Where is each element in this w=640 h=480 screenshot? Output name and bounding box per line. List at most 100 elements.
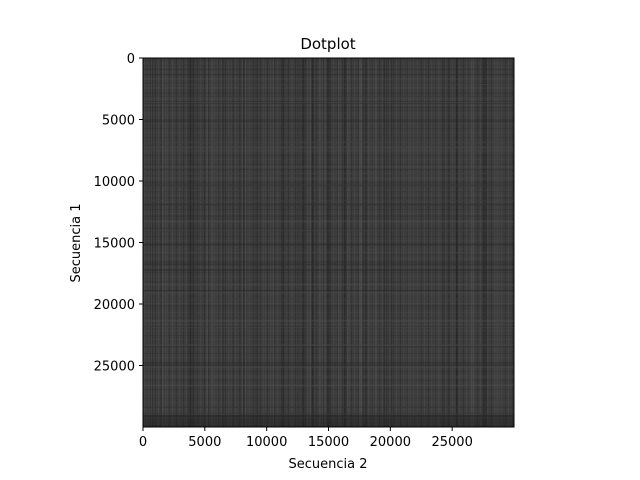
heatmap-row-band <box>143 141 514 143</box>
y-tick-label: 10000 <box>94 175 135 190</box>
heatmap-row-band <box>143 406 514 408</box>
heatmap-column-band <box>341 58 343 427</box>
heatmap-column-band <box>434 58 436 427</box>
heatmap-column-band <box>222 58 224 427</box>
heatmap-column-band <box>311 58 314 427</box>
heatmap-column-band <box>265 58 266 427</box>
heatmap-row-band <box>143 261 514 263</box>
heatmap-column-band <box>344 58 347 427</box>
heatmap-row-band <box>143 376 514 378</box>
heatmap-row-band <box>143 366 514 369</box>
heatmap-column-band <box>309 58 311 427</box>
heatmap-row-band <box>143 230 514 232</box>
heatmap-column-band <box>255 58 258 427</box>
heatmap-row-band <box>143 228 514 230</box>
heatmap-column-band <box>328 58 330 427</box>
heatmap-column-band <box>161 58 163 427</box>
y-tick-label: 5000 <box>102 114 135 129</box>
heatmap-column-band <box>385 58 387 427</box>
heatmap-row-band <box>143 203 514 206</box>
heatmap-row-band <box>143 269 514 271</box>
heatmap-column-band <box>371 58 373 427</box>
heatmap-column-band <box>470 58 473 427</box>
heatmap-column-band <box>341 58 344 427</box>
heatmap-row-band <box>143 291 514 294</box>
heatmap-row-band <box>143 101 514 104</box>
heatmap-row-band <box>143 165 514 167</box>
heatmap-column-band <box>439 58 441 427</box>
heatmap-column-band <box>447 58 450 427</box>
heatmap-column-band <box>309 58 312 427</box>
heatmap-row-band <box>143 220 514 222</box>
heatmap-row-band <box>143 413 514 416</box>
heatmap-row-band <box>143 149 514 151</box>
heatmap-column-band <box>348 58 350 427</box>
heatmap-column-band <box>305 58 307 427</box>
x-tick-label: 10000 <box>246 435 287 450</box>
heatmap-row-band <box>143 112 514 114</box>
heatmap-column-band <box>282 58 285 427</box>
heatmap-row-band <box>143 264 514 266</box>
heatmap-row-band <box>143 344 514 346</box>
y-tick-label: 0 <box>127 52 135 67</box>
heatmap-column-band <box>210 58 213 427</box>
heatmap-column-band <box>313 58 315 427</box>
x-tick-label: 0 <box>139 435 147 450</box>
heatmap-column-band <box>387 58 389 427</box>
heatmap-row-band <box>143 316 514 318</box>
heatmap-column-band <box>472 58 475 427</box>
heatmap-column-band <box>325 58 326 427</box>
heatmap-row-band <box>143 384 514 387</box>
heatmap-column-band <box>337 58 340 427</box>
heatmap-column-band <box>362 58 364 427</box>
heatmap-row-band <box>143 151 514 153</box>
heatmap-column-band <box>326 58 329 427</box>
heatmap-row-band <box>143 88 514 89</box>
heatmap-column-band <box>324 58 326 427</box>
heatmap-row-band <box>143 197 514 199</box>
heatmap-row-band <box>143 290 514 291</box>
heatmap-row-band <box>143 417 514 418</box>
heatmap-row-band <box>143 166 514 169</box>
heatmap-column-band <box>375 58 377 427</box>
plot-area <box>142 57 515 428</box>
heatmap-row-band <box>143 414 514 416</box>
heatmap-column-band <box>171 58 174 427</box>
heatmap-row-band <box>143 93 514 95</box>
heatmap-row-band <box>143 68 514 71</box>
heatmap-column-band <box>497 58 499 427</box>
heatmap-column-band <box>152 58 153 427</box>
heatmap-column-band <box>391 58 392 427</box>
heatmap-column-band <box>305 58 307 427</box>
heatmap-column-band <box>148 58 149 427</box>
heatmap-column-band <box>482 58 485 427</box>
heatmap-column-band <box>485 58 487 427</box>
heatmap-row-band <box>143 146 514 149</box>
heatmap-column-band <box>413 58 415 427</box>
heatmap-column-band <box>319 58 321 427</box>
heatmap-row-band <box>143 97 514 99</box>
heatmap-column-band <box>160 58 162 427</box>
heatmap-row-band <box>143 305 514 307</box>
heatmap-column-band <box>347 58 349 427</box>
heatmap-row-band <box>143 102 514 103</box>
heatmap-column-band <box>386 58 389 427</box>
heatmap-row-band <box>143 78 514 80</box>
heatmap-column-band <box>241 58 244 427</box>
y-axis-title: Secuencia 1 <box>69 203 84 282</box>
heatmap-column-band <box>407 58 410 427</box>
x-axis-title: Secuencia 2 <box>288 457 367 472</box>
heatmap-row-band <box>143 364 514 367</box>
heatmap-row-band <box>143 184 514 187</box>
heatmap-row-band <box>143 326 514 328</box>
heatmap-row-band <box>143 168 514 170</box>
heatmap-column-band <box>189 58 192 427</box>
heatmap-row-band <box>143 324 514 325</box>
heatmap-column-band <box>216 58 219 427</box>
heatmap-column-band <box>190 58 192 427</box>
heatmap-column-band <box>359 58 362 427</box>
heatmap-row-band <box>143 178 514 180</box>
heatmap-bands <box>143 58 514 427</box>
heatmap-row-band <box>143 299 514 302</box>
